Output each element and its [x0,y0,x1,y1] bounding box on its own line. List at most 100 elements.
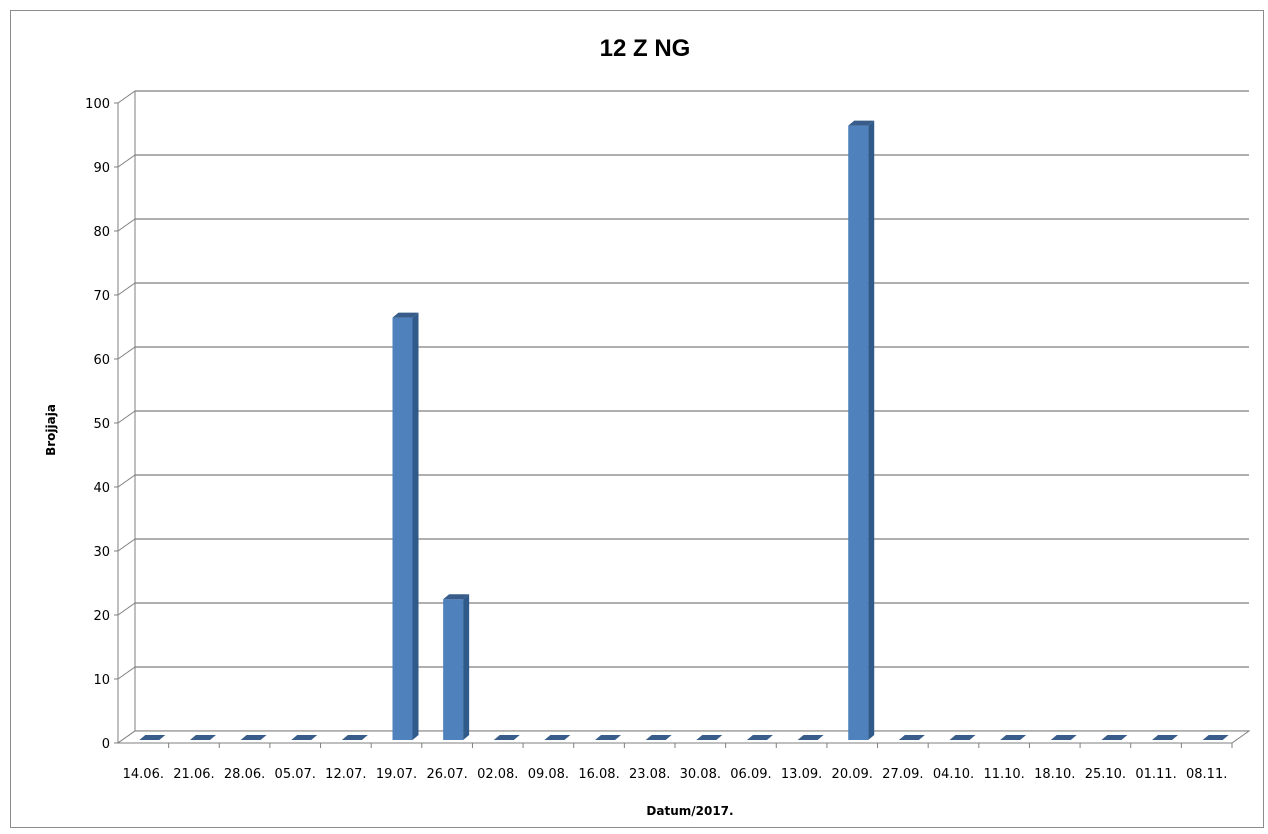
gridline-diagonal [117,90,136,104]
y-tick-label: 80 [93,225,110,240]
bar-top [949,735,976,740]
x-tick-label: 25.10. [1085,767,1126,782]
bar [645,735,672,740]
x-tick-label: 04.10. [933,767,974,782]
bar-top [595,735,622,740]
y-tick-label: 10 [93,673,110,688]
y-tick-label: 30 [93,545,110,560]
y-tick-label: 20 [93,609,110,624]
bar-top [240,735,267,740]
x-tick-label: 11.10. [983,767,1024,782]
x-tick-label: 30.08. [680,767,721,782]
axes [114,91,1251,748]
bar [746,735,773,740]
x-tick-label: 20.09. [832,767,873,782]
bar-top [493,735,520,740]
x-tick-label: 09.08. [528,767,569,782]
bar-front [848,125,869,741]
gridline-diagonal [117,154,136,168]
bar [595,735,622,740]
chart-title: 12 Z NG [600,35,691,62]
y-tick-label: 70 [93,289,110,304]
y-tick-label: 0 [102,737,110,752]
bar [848,120,875,741]
bar [443,594,470,740]
bar-top [189,735,216,740]
y-tick-label: 90 [93,161,110,176]
bar-top [139,735,166,740]
x-tick-label: 23.08. [629,767,670,782]
y-axis-label: Brojjaja [44,404,58,456]
y-tick-label: 60 [93,353,110,368]
bar-top [696,735,723,740]
x-tick-label: 02.08. [477,767,518,782]
gridline-diagonal [117,474,136,488]
x-tick-label: 14.06. [123,767,164,782]
bar-top [645,735,672,740]
chart-frame [10,10,1264,828]
x-tick-label: 28.06. [224,767,265,782]
x-tick-label: 27.09. [882,767,923,782]
bar [1000,735,1027,740]
x-tick-label: 19.07. [376,767,417,782]
bar-side [412,312,419,740]
bar-top [848,120,875,126]
bar [139,735,166,740]
gridline-diagonal [117,218,136,232]
y-tick-label: 50 [93,417,110,432]
bar-top [1152,735,1179,740]
bar-top [544,735,571,740]
gridline-diagonal [117,602,136,616]
bar-top [898,735,925,740]
bar-side [868,120,875,741]
bar-top [291,735,318,740]
bar [240,735,267,740]
x-tick-label: 05.07. [275,767,316,782]
bar-top [1050,735,1077,740]
bar-top [1202,735,1229,740]
bar [696,735,723,740]
gridlines [117,90,1249,744]
bar [493,735,520,740]
bar [1202,735,1229,740]
gridline-diagonal [117,346,136,360]
x-tick-label: 21.06. [173,767,214,782]
bar-front [392,317,413,740]
bar [1050,735,1077,740]
bar-top [797,735,824,740]
bar [949,735,976,740]
x-axis-label: Datum/2017. [646,804,733,818]
bar [898,735,925,740]
bar-top [392,312,419,318]
gridline-diagonal [117,538,136,552]
y-tick-label: 40 [93,481,110,496]
bar [797,735,824,740]
bar-top [443,594,470,600]
bar [392,312,419,740]
x-tick-label: 26.07. [426,767,467,782]
y-tick-label: 100 [85,97,110,112]
bar-side [463,594,470,740]
x-tick-label: 18.10. [1034,767,1075,782]
bars [139,120,1229,741]
x-tick-label: 16.08. [578,767,619,782]
x-tick-label: 06.09. [730,767,771,782]
bar [341,735,368,740]
gridline-diagonal [117,410,136,424]
x-tick-label: 13.09. [781,767,822,782]
x-tick-label: 01.11. [1135,767,1176,782]
bar [291,735,318,740]
floor [116,730,1251,744]
gridline-diagonal [117,282,136,296]
bar-top [1000,735,1027,740]
bar [544,735,571,740]
bar-top [341,735,368,740]
bar [1152,735,1179,740]
bar-front [443,599,464,740]
gridline-diagonal [117,666,136,680]
bar-top [746,735,773,740]
tick-labels: 0 10 20 30 40 50 60 70 80 90 100 14.06. 21.06. 28.06.… [85,97,1227,782]
x-tick-label: 12.07. [325,767,366,782]
bar [1101,735,1128,740]
